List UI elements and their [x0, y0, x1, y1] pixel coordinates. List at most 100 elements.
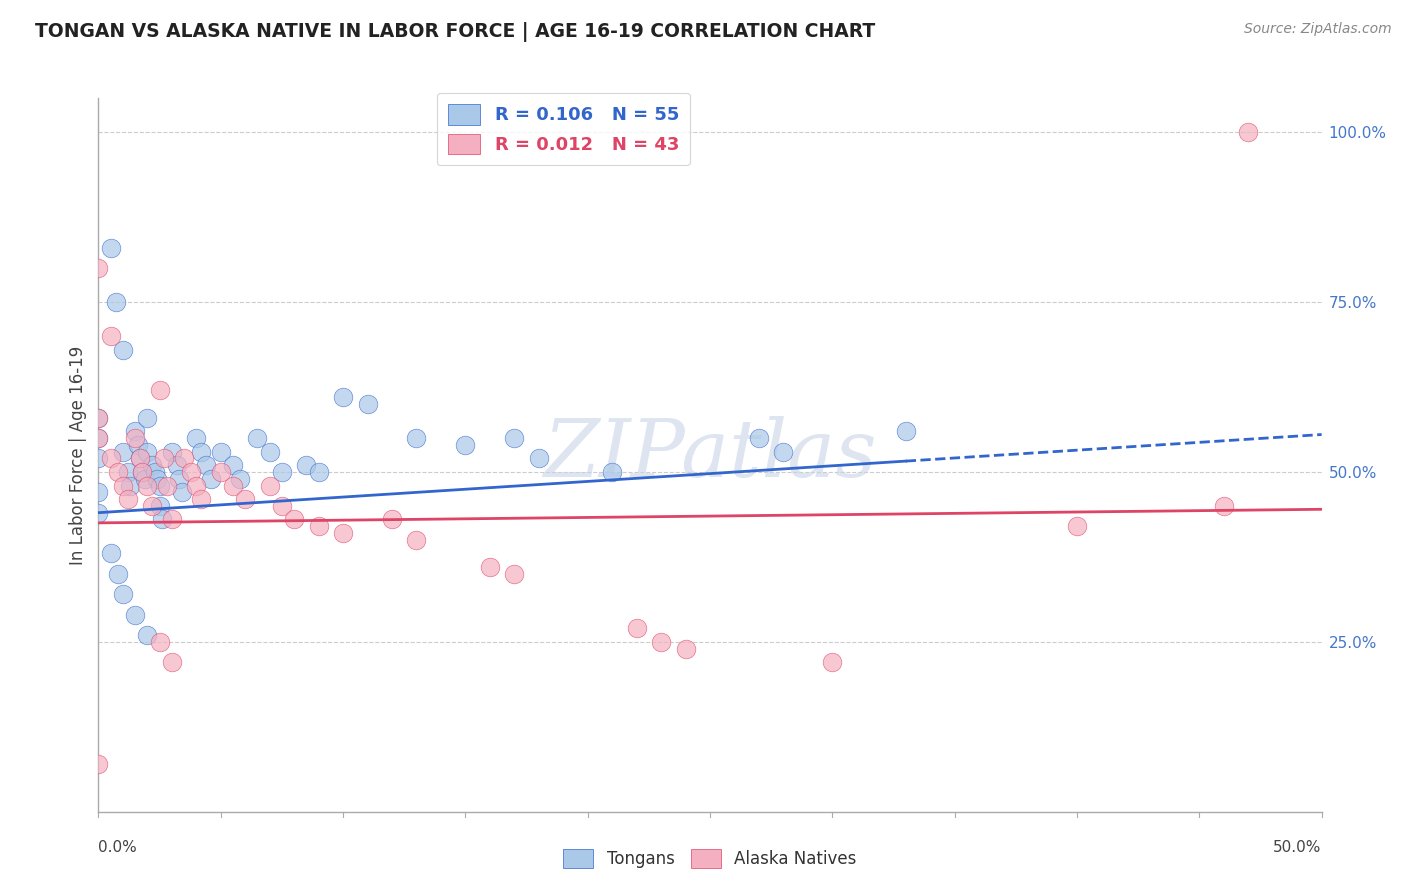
Point	[111, 343, 134, 357]
Point	[87, 410, 110, 425]
Point	[146, 472, 169, 486]
Point	[136, 628, 159, 642]
Point	[131, 465, 153, 479]
Point	[222, 458, 245, 472]
Point	[127, 438, 149, 452]
Point	[233, 492, 256, 507]
Point	[190, 492, 212, 507]
Point	[405, 431, 427, 445]
Point	[100, 241, 122, 255]
Point	[454, 438, 477, 452]
Point	[270, 499, 294, 513]
Text: ZIPatlas: ZIPatlas	[543, 417, 877, 493]
Legend: Tongans, Alaska Natives: Tongans, Alaska Natives	[557, 842, 863, 875]
Point	[173, 451, 195, 466]
Point	[153, 451, 176, 466]
Point	[100, 546, 122, 560]
Point	[136, 444, 159, 458]
Point	[104, 295, 127, 310]
Point	[107, 465, 129, 479]
Point	[160, 444, 183, 458]
Point	[503, 431, 526, 445]
Point	[190, 444, 212, 458]
Point	[100, 329, 122, 343]
Point	[131, 465, 153, 479]
Point	[149, 384, 172, 398]
Point	[1066, 519, 1088, 533]
Point	[170, 485, 193, 500]
Text: TONGAN VS ALASKA NATIVE IN LABOR FORCE | AGE 16-19 CORRELATION CHART: TONGAN VS ALASKA NATIVE IN LABOR FORCE |…	[35, 22, 876, 42]
Point	[259, 444, 281, 458]
Point	[222, 478, 245, 492]
Point	[111, 587, 134, 601]
Point	[87, 410, 110, 425]
Point	[117, 465, 139, 479]
Point	[117, 492, 139, 507]
Point	[141, 499, 163, 513]
Point	[332, 390, 354, 404]
Point	[129, 451, 152, 466]
Point	[87, 506, 110, 520]
Point	[136, 478, 159, 492]
Point	[1212, 499, 1234, 513]
Point	[111, 444, 134, 458]
Point	[405, 533, 427, 547]
Point	[134, 472, 156, 486]
Point	[186, 478, 208, 492]
Point	[229, 472, 252, 486]
Point	[160, 512, 183, 526]
Point	[748, 431, 770, 445]
Point	[124, 424, 146, 438]
Point	[160, 655, 183, 669]
Point	[167, 472, 190, 486]
Point	[156, 478, 179, 492]
Point	[149, 635, 172, 649]
Point	[149, 499, 172, 513]
Point	[600, 465, 623, 479]
Point	[87, 431, 110, 445]
Point	[332, 526, 354, 541]
Point	[124, 607, 146, 622]
Text: 50.0%: 50.0%	[1274, 840, 1322, 855]
Point	[308, 519, 330, 533]
Point	[120, 478, 142, 492]
Point	[100, 451, 122, 466]
Point	[87, 451, 110, 466]
Point	[209, 444, 232, 458]
Point	[87, 485, 110, 500]
Point	[200, 472, 222, 486]
Point	[894, 424, 917, 438]
Point	[129, 451, 152, 466]
Point	[150, 512, 173, 526]
Point	[259, 478, 281, 492]
Point	[283, 512, 305, 526]
Point	[124, 431, 146, 445]
Point	[246, 431, 269, 445]
Point	[381, 512, 404, 526]
Point	[87, 431, 110, 445]
Point	[107, 566, 129, 581]
Point	[143, 465, 166, 479]
Point	[1237, 125, 1260, 139]
Point	[209, 465, 232, 479]
Point	[308, 465, 330, 479]
Text: 0.0%: 0.0%	[98, 840, 138, 855]
Point	[478, 560, 501, 574]
Point	[136, 410, 159, 425]
Point	[166, 458, 188, 472]
Point	[141, 458, 163, 472]
Point	[180, 465, 202, 479]
Point	[87, 260, 110, 275]
Point	[149, 478, 172, 492]
Point	[626, 621, 648, 635]
Point	[111, 478, 134, 492]
Point	[650, 635, 672, 649]
Point	[503, 566, 526, 581]
Text: Source: ZipAtlas.com: Source: ZipAtlas.com	[1244, 22, 1392, 37]
Point	[195, 458, 218, 472]
Point	[270, 465, 294, 479]
Y-axis label: In Labor Force | Age 16-19: In Labor Force | Age 16-19	[69, 345, 87, 565]
Point	[356, 397, 378, 411]
Point	[821, 655, 844, 669]
Point	[295, 458, 318, 472]
